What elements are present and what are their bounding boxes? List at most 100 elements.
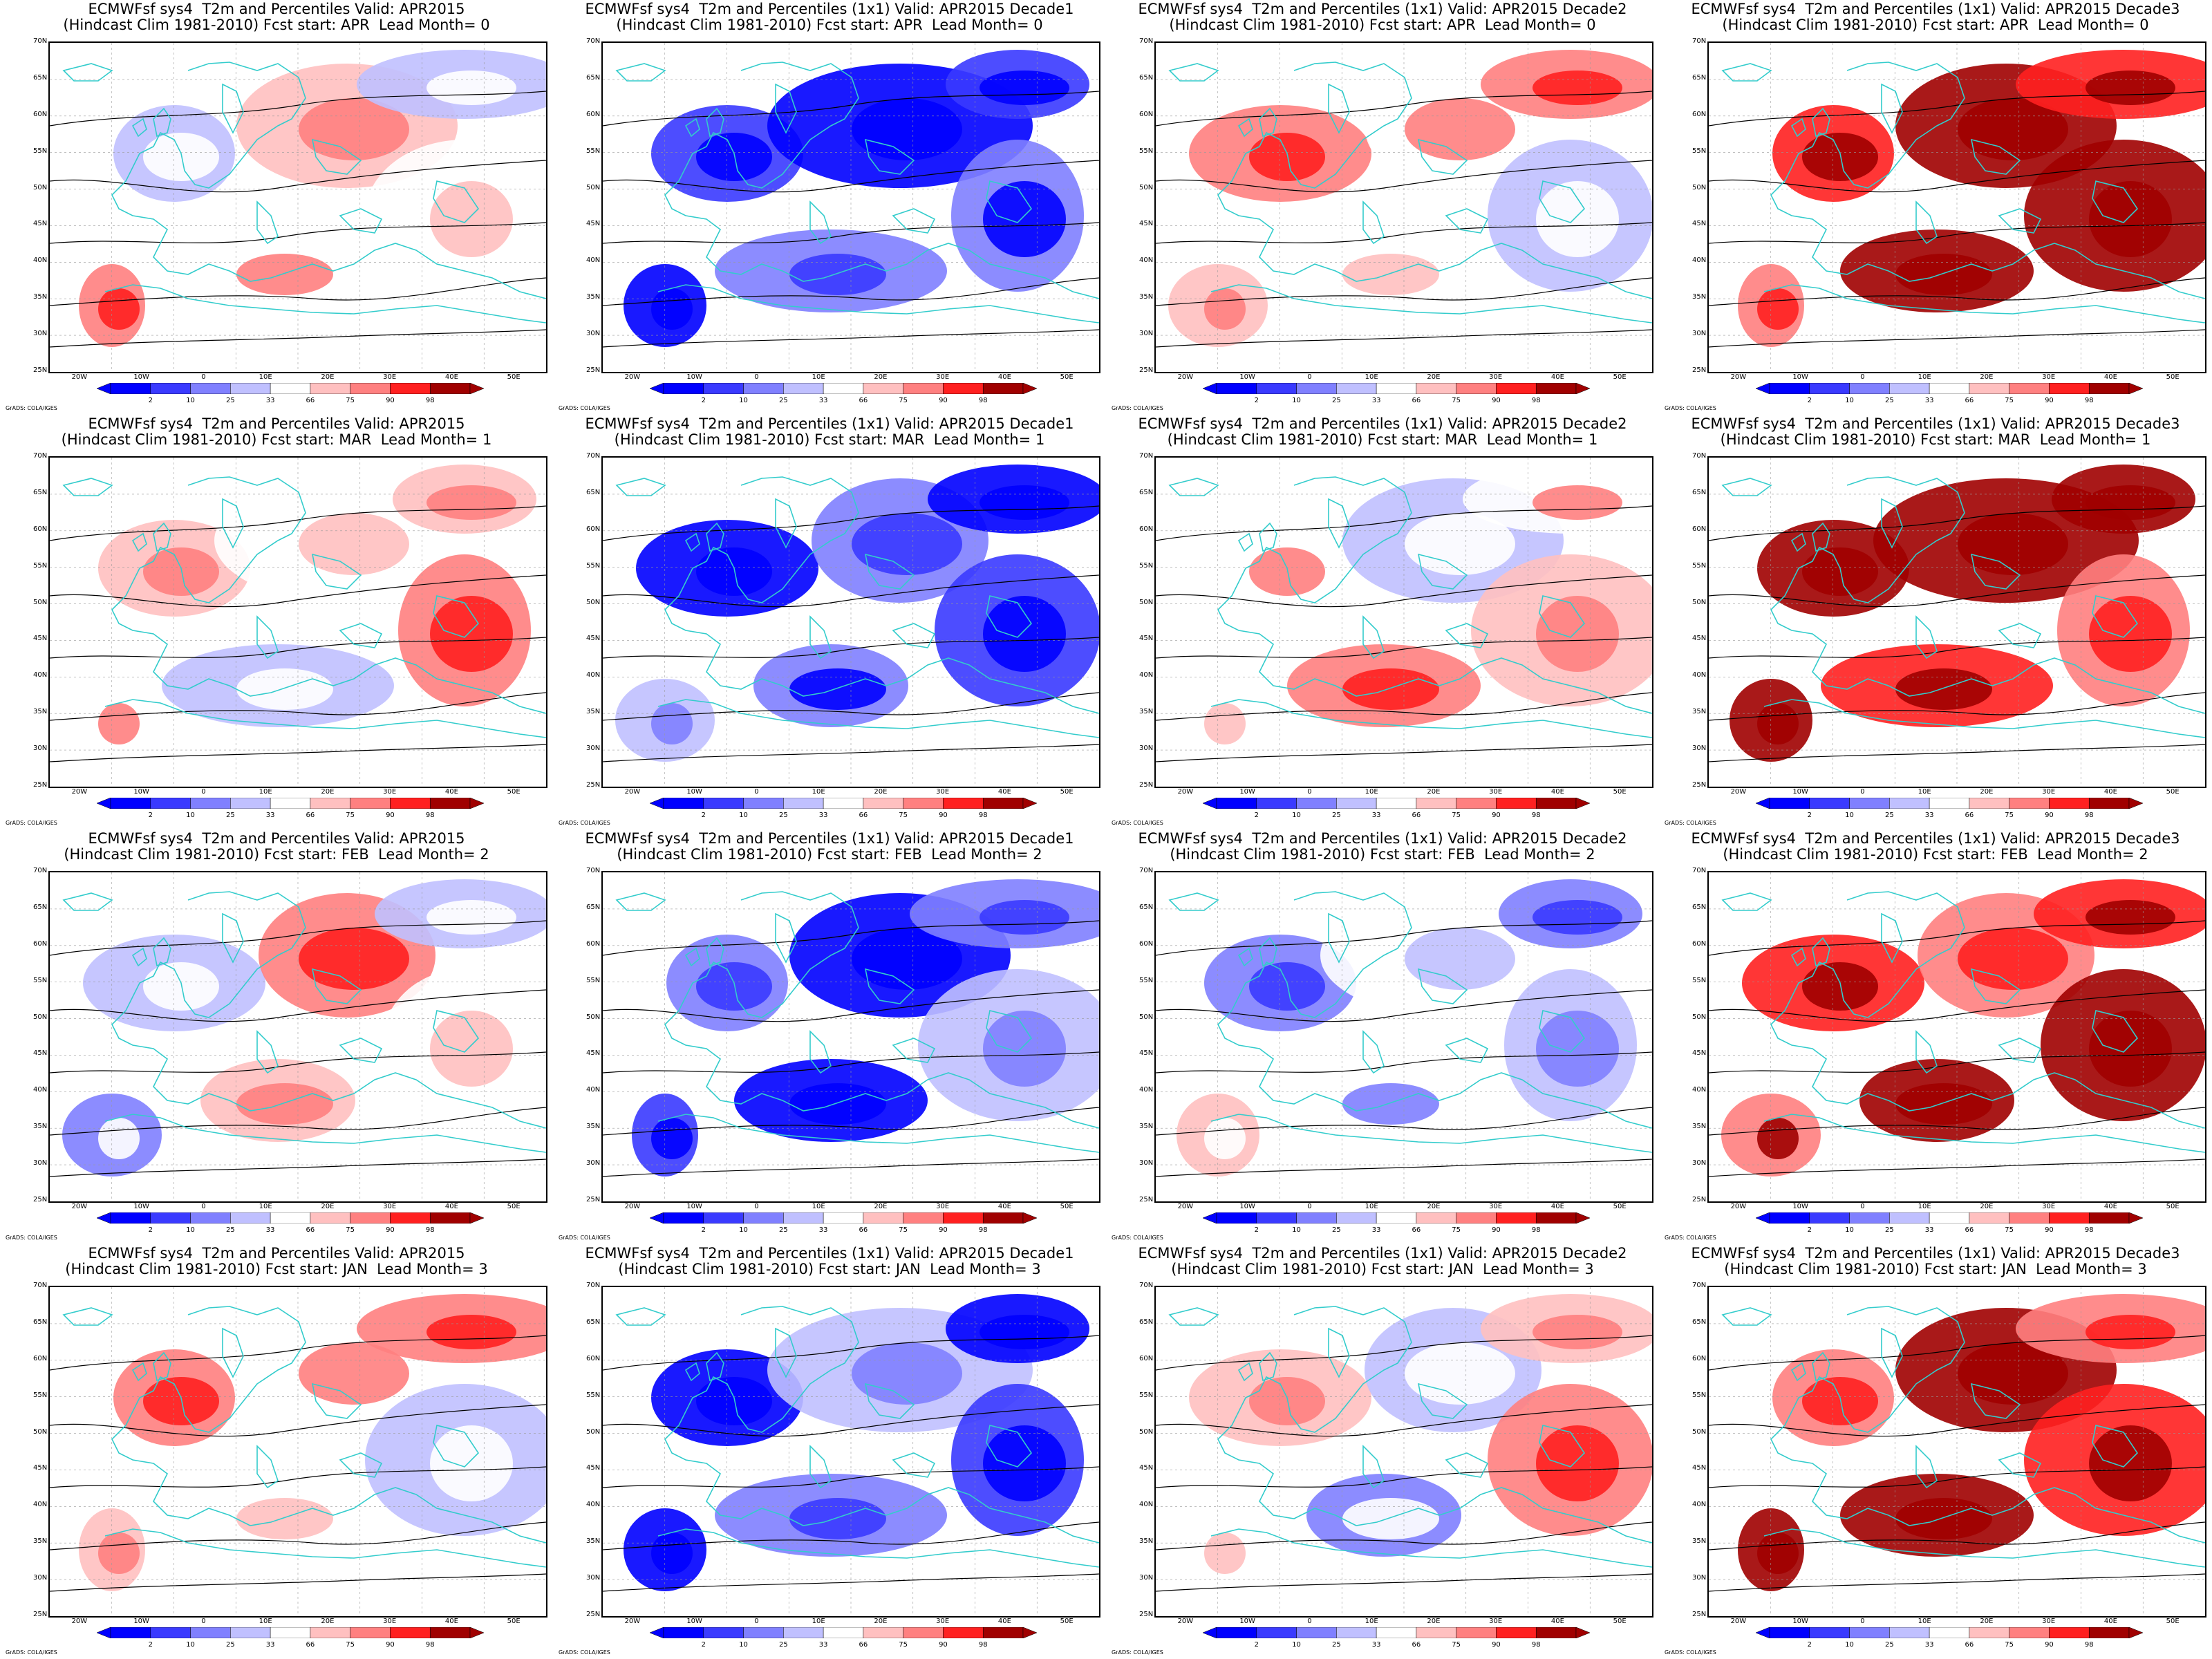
anomaly-shading-core bbox=[1249, 962, 1325, 1011]
colorbar-label: 25 bbox=[225, 397, 235, 404]
colorbar-swatch bbox=[863, 382, 903, 395]
longitude-label: 30E bbox=[383, 788, 397, 796]
latitude-label: 70N bbox=[1692, 1282, 1707, 1289]
coastline bbox=[104, 284, 546, 324]
longitude-label: 10W bbox=[133, 1618, 149, 1625]
coastline bbox=[1362, 200, 1385, 245]
latitude-label: 25N bbox=[1692, 781, 1707, 789]
panel-title-line2: (Hindcast Clim 1981-2010) Fcst start: AP… bbox=[1722, 17, 2149, 33]
grads-credit: GrADS: COLA/IGES bbox=[559, 405, 610, 411]
coastline bbox=[809, 200, 832, 245]
coastline bbox=[1362, 1030, 1385, 1074]
latitude-label: 60N bbox=[1139, 110, 1154, 118]
latitude-label: 30N bbox=[586, 1159, 601, 1168]
temperature-contour bbox=[1156, 1573, 1652, 1592]
colorbar-label: 25 bbox=[1884, 1226, 1894, 1234]
coastline bbox=[256, 200, 279, 245]
coastline bbox=[1881, 83, 1903, 134]
latitude-label: 25N bbox=[33, 366, 48, 374]
anomaly-shading-core bbox=[1536, 596, 1619, 672]
coastline bbox=[62, 892, 113, 911]
anomaly-shading-core bbox=[1536, 181, 1619, 257]
latitude-label: 30N bbox=[33, 1159, 48, 1168]
longitude-label: 40E bbox=[997, 1618, 1011, 1625]
coastline bbox=[256, 615, 279, 659]
longitude-label: 10E bbox=[812, 1203, 825, 1210]
colorbar-arrow-low bbox=[1202, 1627, 1217, 1639]
latitude-label: 50N bbox=[1692, 1013, 1707, 1021]
latitude-label: 65N bbox=[1692, 903, 1707, 911]
coastline bbox=[111, 1306, 546, 1544]
map-canvas bbox=[50, 458, 546, 787]
temperature-contour bbox=[603, 1573, 1099, 1592]
colorbar-swatch bbox=[1809, 382, 1850, 395]
colorbar-swatch bbox=[1889, 382, 1930, 395]
coastline bbox=[1790, 532, 1806, 552]
temperature-contour bbox=[1156, 1051, 1652, 1074]
latitude-label: 25N bbox=[1139, 1196, 1154, 1203]
anomaly-shading-core bbox=[1802, 133, 1878, 181]
anomaly-shading-core bbox=[852, 928, 962, 990]
latitude-label: 40N bbox=[1692, 1501, 1707, 1509]
longitude-label: 30E bbox=[936, 373, 950, 381]
anomaly-shading-core bbox=[236, 1083, 333, 1125]
grads-credit: GrADS: COLA/IGES bbox=[6, 405, 57, 411]
coastline bbox=[1417, 138, 1468, 175]
colorbar-swatch bbox=[270, 797, 311, 809]
colorbar-swatch bbox=[703, 382, 744, 395]
colorbar-arrow-high bbox=[469, 797, 485, 809]
panel-title-line2: (Hindcast Clim 1981-2010) Fcst start: FE… bbox=[1723, 846, 2148, 863]
colorbar-swatch bbox=[1769, 382, 1810, 395]
temperature-contour bbox=[603, 1107, 1099, 1136]
forecast-map-panel: ECMWFsf sys4 T2m and Percentiles (1x1) V… bbox=[1106, 415, 1659, 830]
temperature-contour bbox=[1709, 989, 2205, 1022]
grads-credit: GrADS: COLA/IGES bbox=[6, 1235, 57, 1241]
colorbar-label: 10 bbox=[1845, 1226, 1854, 1234]
anomaly-shading-core bbox=[236, 1498, 333, 1539]
colorbar-label: 75 bbox=[1452, 1226, 1461, 1234]
latitude-label: 65N bbox=[586, 1318, 601, 1326]
colorbar-label: 2 bbox=[1254, 1641, 1259, 1649]
colorbar-label: 2 bbox=[148, 397, 153, 404]
forecast-map-panel: ECMWFsf sys4 T2m and Percentiles Valid: … bbox=[0, 0, 553, 415]
coastline bbox=[153, 522, 171, 552]
colorbar-label: 98 bbox=[1531, 1641, 1541, 1649]
longitude-label: 20E bbox=[874, 788, 888, 796]
colorbar-label: 98 bbox=[978, 397, 988, 404]
colorbar-label: 10 bbox=[1292, 397, 1301, 404]
temperature-contour bbox=[1156, 505, 1652, 541]
anomaly-shading-core bbox=[1958, 513, 2068, 575]
colorbar-label: 75 bbox=[2005, 1641, 2014, 1649]
colorbar-swatch bbox=[390, 797, 431, 809]
latitude-label: 45N bbox=[1139, 220, 1154, 228]
colorbar-swatch bbox=[270, 382, 311, 395]
percentile-map bbox=[601, 871, 1100, 1203]
map-canvas bbox=[603, 458, 1099, 787]
colorbar-label: 25 bbox=[1884, 1641, 1894, 1649]
coastline bbox=[131, 118, 147, 138]
coastline bbox=[892, 208, 936, 234]
latitude-label: 60N bbox=[586, 525, 601, 533]
colorbar-swatch bbox=[982, 1212, 1024, 1224]
map-canvas bbox=[603, 872, 1099, 1201]
latitude-label: 55N bbox=[1692, 976, 1707, 984]
anomaly-shading-core bbox=[852, 1342, 962, 1405]
colorbar-swatch bbox=[230, 382, 271, 395]
latitude-label: 35N bbox=[33, 708, 48, 716]
colorbar-label: 33 bbox=[1924, 397, 1934, 404]
latitude-label: 25N bbox=[1692, 1611, 1707, 1618]
coastline bbox=[986, 595, 1033, 638]
colorbar-label: 2 bbox=[148, 812, 153, 819]
anomaly-shading-core bbox=[1958, 928, 2068, 990]
anomaly-shading-core bbox=[1802, 1377, 1878, 1425]
colorbar-arrow-low bbox=[96, 1212, 111, 1224]
panel-title: ECMWFsf sys4 T2m and Percentiles Valid: … bbox=[0, 1, 553, 33]
panel-title: ECMWFsf sys4 T2m and Percentiles (1x1) V… bbox=[553, 1246, 1106, 1277]
coastline bbox=[2092, 1010, 2139, 1053]
latitude-label: 45N bbox=[1692, 635, 1707, 643]
coastline bbox=[1770, 1306, 2205, 1544]
colorbar-swatch bbox=[2088, 797, 2130, 809]
colorbar-label: 75 bbox=[1452, 812, 1461, 819]
temperature-contour bbox=[50, 91, 546, 126]
colorbar-swatch bbox=[230, 1627, 271, 1639]
